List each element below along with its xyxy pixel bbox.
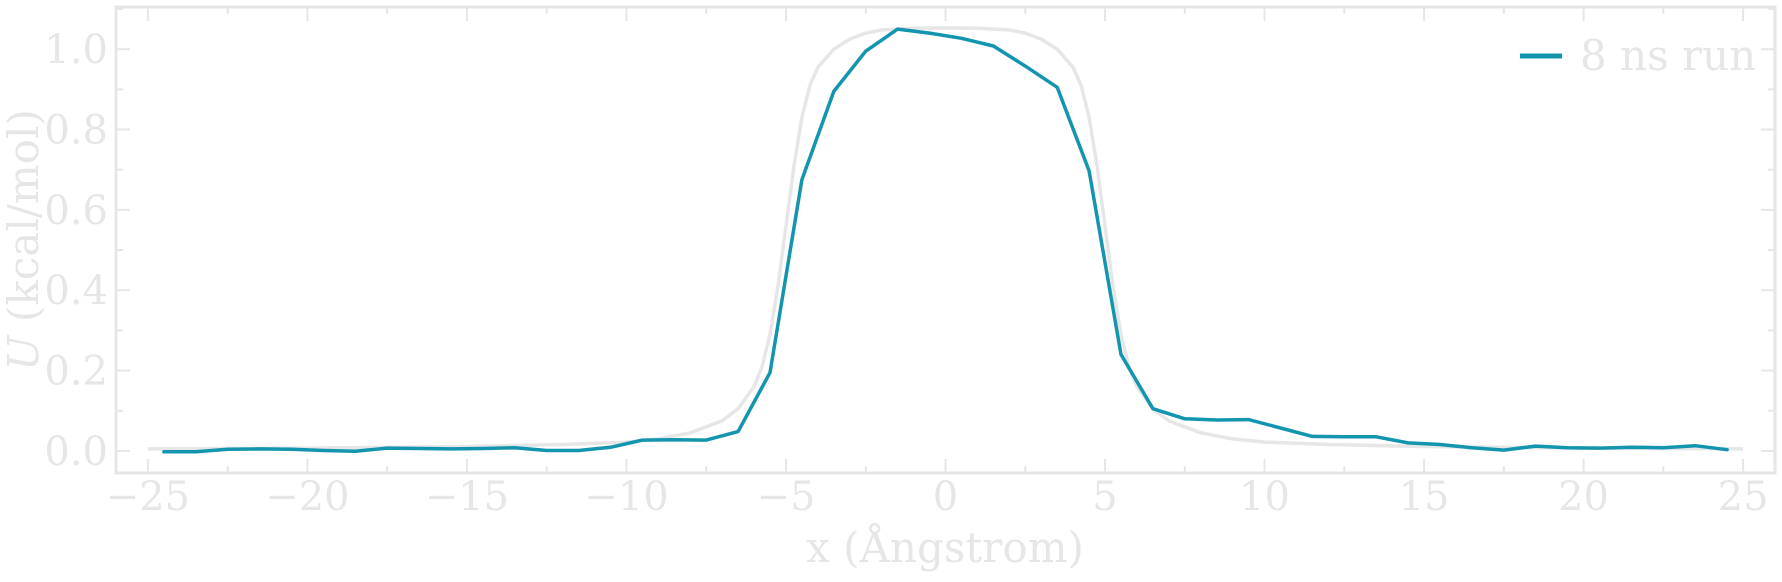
x-axis-title: x (Ångstrom) — [806, 522, 1084, 572]
plot-frame — [114, 5, 1777, 475]
x-tick-labels: −25 −20 −15 −10 −5 0 5 10 15 20 25 — [106, 474, 1769, 520]
x-tick-label: 5 — [1092, 474, 1117, 520]
y-tick-label: 0.2 — [44, 349, 108, 395]
x-tick-label: −5 — [756, 474, 815, 520]
y-axis-title-unit: (kcal/mol) — [0, 109, 48, 335]
legend: 8 ns run — [1520, 31, 1756, 80]
y-tick-labels: 0.0 0.2 0.4 0.6 0.8 1.0 — [44, 27, 108, 475]
y-tick-label: 0.4 — [44, 268, 108, 314]
series-line-0 — [162, 27, 1729, 454]
x-tick-label: 15 — [1399, 474, 1450, 520]
reference-curve — [147, 26, 1744, 451]
x-tick-label: 20 — [1558, 474, 1609, 520]
x-tick-label: 25 — [1718, 474, 1769, 520]
x-tick-label: −15 — [425, 474, 509, 520]
x-tick-label: 10 — [1239, 474, 1290, 520]
reference-curve-layer — [147, 26, 1744, 451]
x-tick-label: −25 — [106, 474, 190, 520]
y-axis-title-symbol: U — [0, 334, 48, 371]
y-tick-label: 0.6 — [44, 188, 108, 234]
x-tick-label: 0 — [933, 474, 958, 520]
x-tick-label: −10 — [584, 474, 668, 520]
ticks-layer — [116, 7, 1775, 473]
y-tick-label: 0.0 — [44, 429, 108, 475]
series-layer — [162, 27, 1729, 454]
y-axis-title: U (kcal/mol) — [0, 109, 48, 371]
x-tick-label: −20 — [265, 474, 349, 520]
y-tick-label: 1.0 — [44, 27, 108, 73]
y-tick-label: 0.8 — [44, 108, 108, 154]
legend-label-8ns-run: 8 ns run — [1580, 31, 1756, 80]
